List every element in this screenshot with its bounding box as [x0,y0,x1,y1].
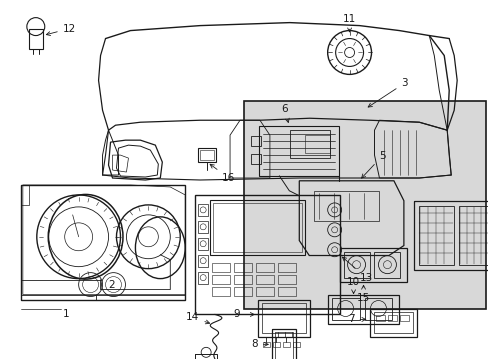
Text: 3: 3 [367,78,407,107]
Bar [210,200,304,255]
Bar [314,191,378,221]
Bar [255,263,273,272]
Bar [255,275,273,284]
Bar [259,126,339,176]
Bar [413,201,488,270]
Text: 13: 13 [342,257,372,283]
Bar [198,204,208,216]
Bar [234,275,251,284]
Text: 6: 6 [281,104,288,122]
Text: 9: 9 [233,310,254,319]
Bar [387,315,397,321]
Text: 5: 5 [361,151,385,178]
Bar [292,342,299,347]
Text: 2: 2 [108,280,115,289]
Bar [400,315,408,321]
Bar [418,206,453,265]
Text: 14: 14 [186,312,209,324]
Bar [198,272,208,284]
Bar [271,329,295,360]
Bar [272,342,279,347]
Bar [234,263,251,272]
Bar [373,312,412,333]
Bar [251,136,261,146]
Text: 10: 10 [346,276,359,294]
Bar [376,315,385,321]
Text: 4: 4 [0,359,1,360]
Bar [244,101,485,309]
Bar [198,221,208,233]
Bar [198,238,208,250]
Bar [274,332,292,360]
Bar [343,252,369,278]
Bar [213,203,301,252]
Bar [327,294,399,324]
Bar [458,206,488,265]
Bar [262,302,305,333]
Bar [339,248,407,282]
Bar [277,275,295,284]
Bar [263,342,269,347]
Bar [304,135,329,153]
Bar [195,195,339,315]
Bar [289,130,329,158]
Bar [282,342,289,347]
Bar [212,287,229,296]
Bar [251,154,261,164]
Bar [258,300,309,337]
Bar [277,263,295,272]
Text: 8: 8 [251,339,267,349]
Text: 12: 12 [46,24,76,36]
Bar [277,287,295,296]
Bar [212,263,229,272]
Text: 1: 1 [62,310,69,319]
Text: 7: 7 [347,314,365,324]
Text: 15: 15 [356,285,369,302]
Text: 11: 11 [342,14,355,32]
Bar [198,255,208,267]
Bar [234,287,251,296]
Bar [331,298,359,320]
Bar [21,185,185,300]
Bar [364,298,392,320]
Bar [198,148,216,162]
Bar [369,310,416,337]
Bar [21,185,29,205]
Bar [195,354,217,360]
Bar [200,150,214,160]
Bar [29,28,42,49]
Bar [255,287,273,296]
Bar [374,252,400,278]
Text: 16: 16 [210,164,235,183]
Bar [212,275,229,284]
